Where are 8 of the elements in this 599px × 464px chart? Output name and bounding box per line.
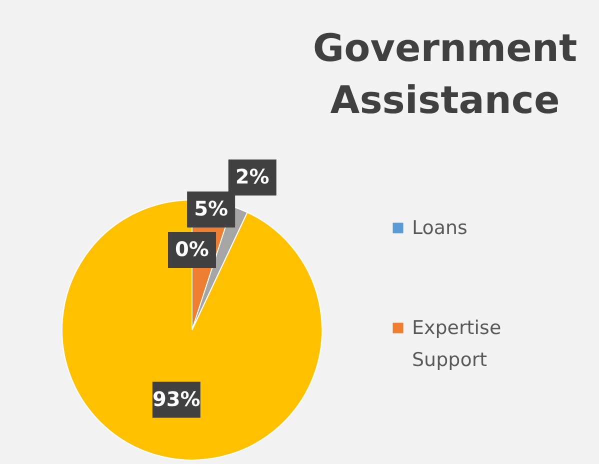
text: 0% bbox=[175, 237, 209, 261]
pie-slice bbox=[62, 200, 322, 460]
legend-label: Loans bbox=[412, 217, 468, 239]
data-label: 93% bbox=[152, 386, 200, 411]
legend-label: Expertise Support bbox=[412, 317, 502, 371]
chart-title: Government Assistance bbox=[312, 26, 578, 122]
data-label: 5% bbox=[194, 196, 228, 220]
data-label: 2% bbox=[235, 164, 270, 189]
